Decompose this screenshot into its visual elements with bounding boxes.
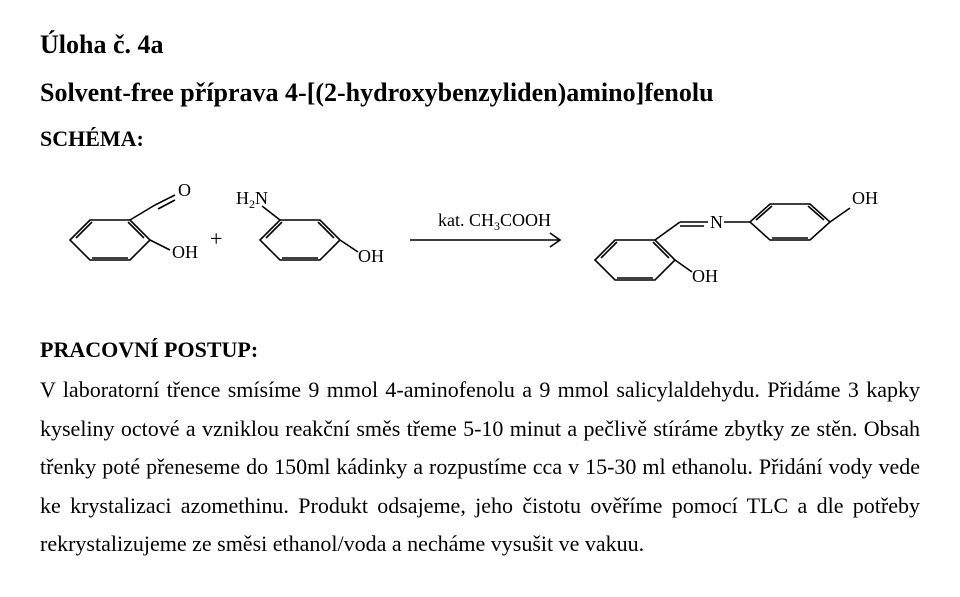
label-n: N: [710, 212, 723, 232]
label-oh-3: OH: [692, 266, 718, 286]
task-number: Úloha č. 4a: [40, 30, 920, 60]
reactant-salicylaldehyde: [70, 195, 175, 260]
procedure-label: PRACOVNÍ POSTUP:: [40, 337, 920, 363]
page-title: Solvent-free příprava 4-[(2-hydroxybenzy…: [40, 78, 920, 108]
label-o: O: [178, 180, 191, 200]
label-oh-4: OH: [852, 188, 878, 208]
reaction-arrow: [410, 233, 560, 247]
reaction-scheme: O OH + H2N OH kat. CH3COOH: [40, 160, 920, 325]
label-oh-1: OH: [172, 242, 198, 262]
scheme-svg: O OH + H2N OH kat. CH3COOH: [40, 160, 920, 320]
label-oh-2: OH: [358, 246, 384, 266]
schema-label: SCHÉMA:: [40, 126, 920, 152]
plus-sign: +: [210, 226, 222, 251]
procedure-body: V laboratorní třence smísíme 9 mmol 4-am…: [40, 371, 920, 564]
label-h2n: H2N: [236, 188, 268, 211]
arrow-label: kat. CH3COOH: [438, 210, 551, 233]
reactant-aminophenol: [260, 206, 358, 260]
